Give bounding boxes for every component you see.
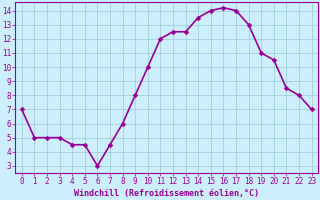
X-axis label: Windchill (Refroidissement éolien,°C): Windchill (Refroidissement éolien,°C): [74, 189, 259, 198]
